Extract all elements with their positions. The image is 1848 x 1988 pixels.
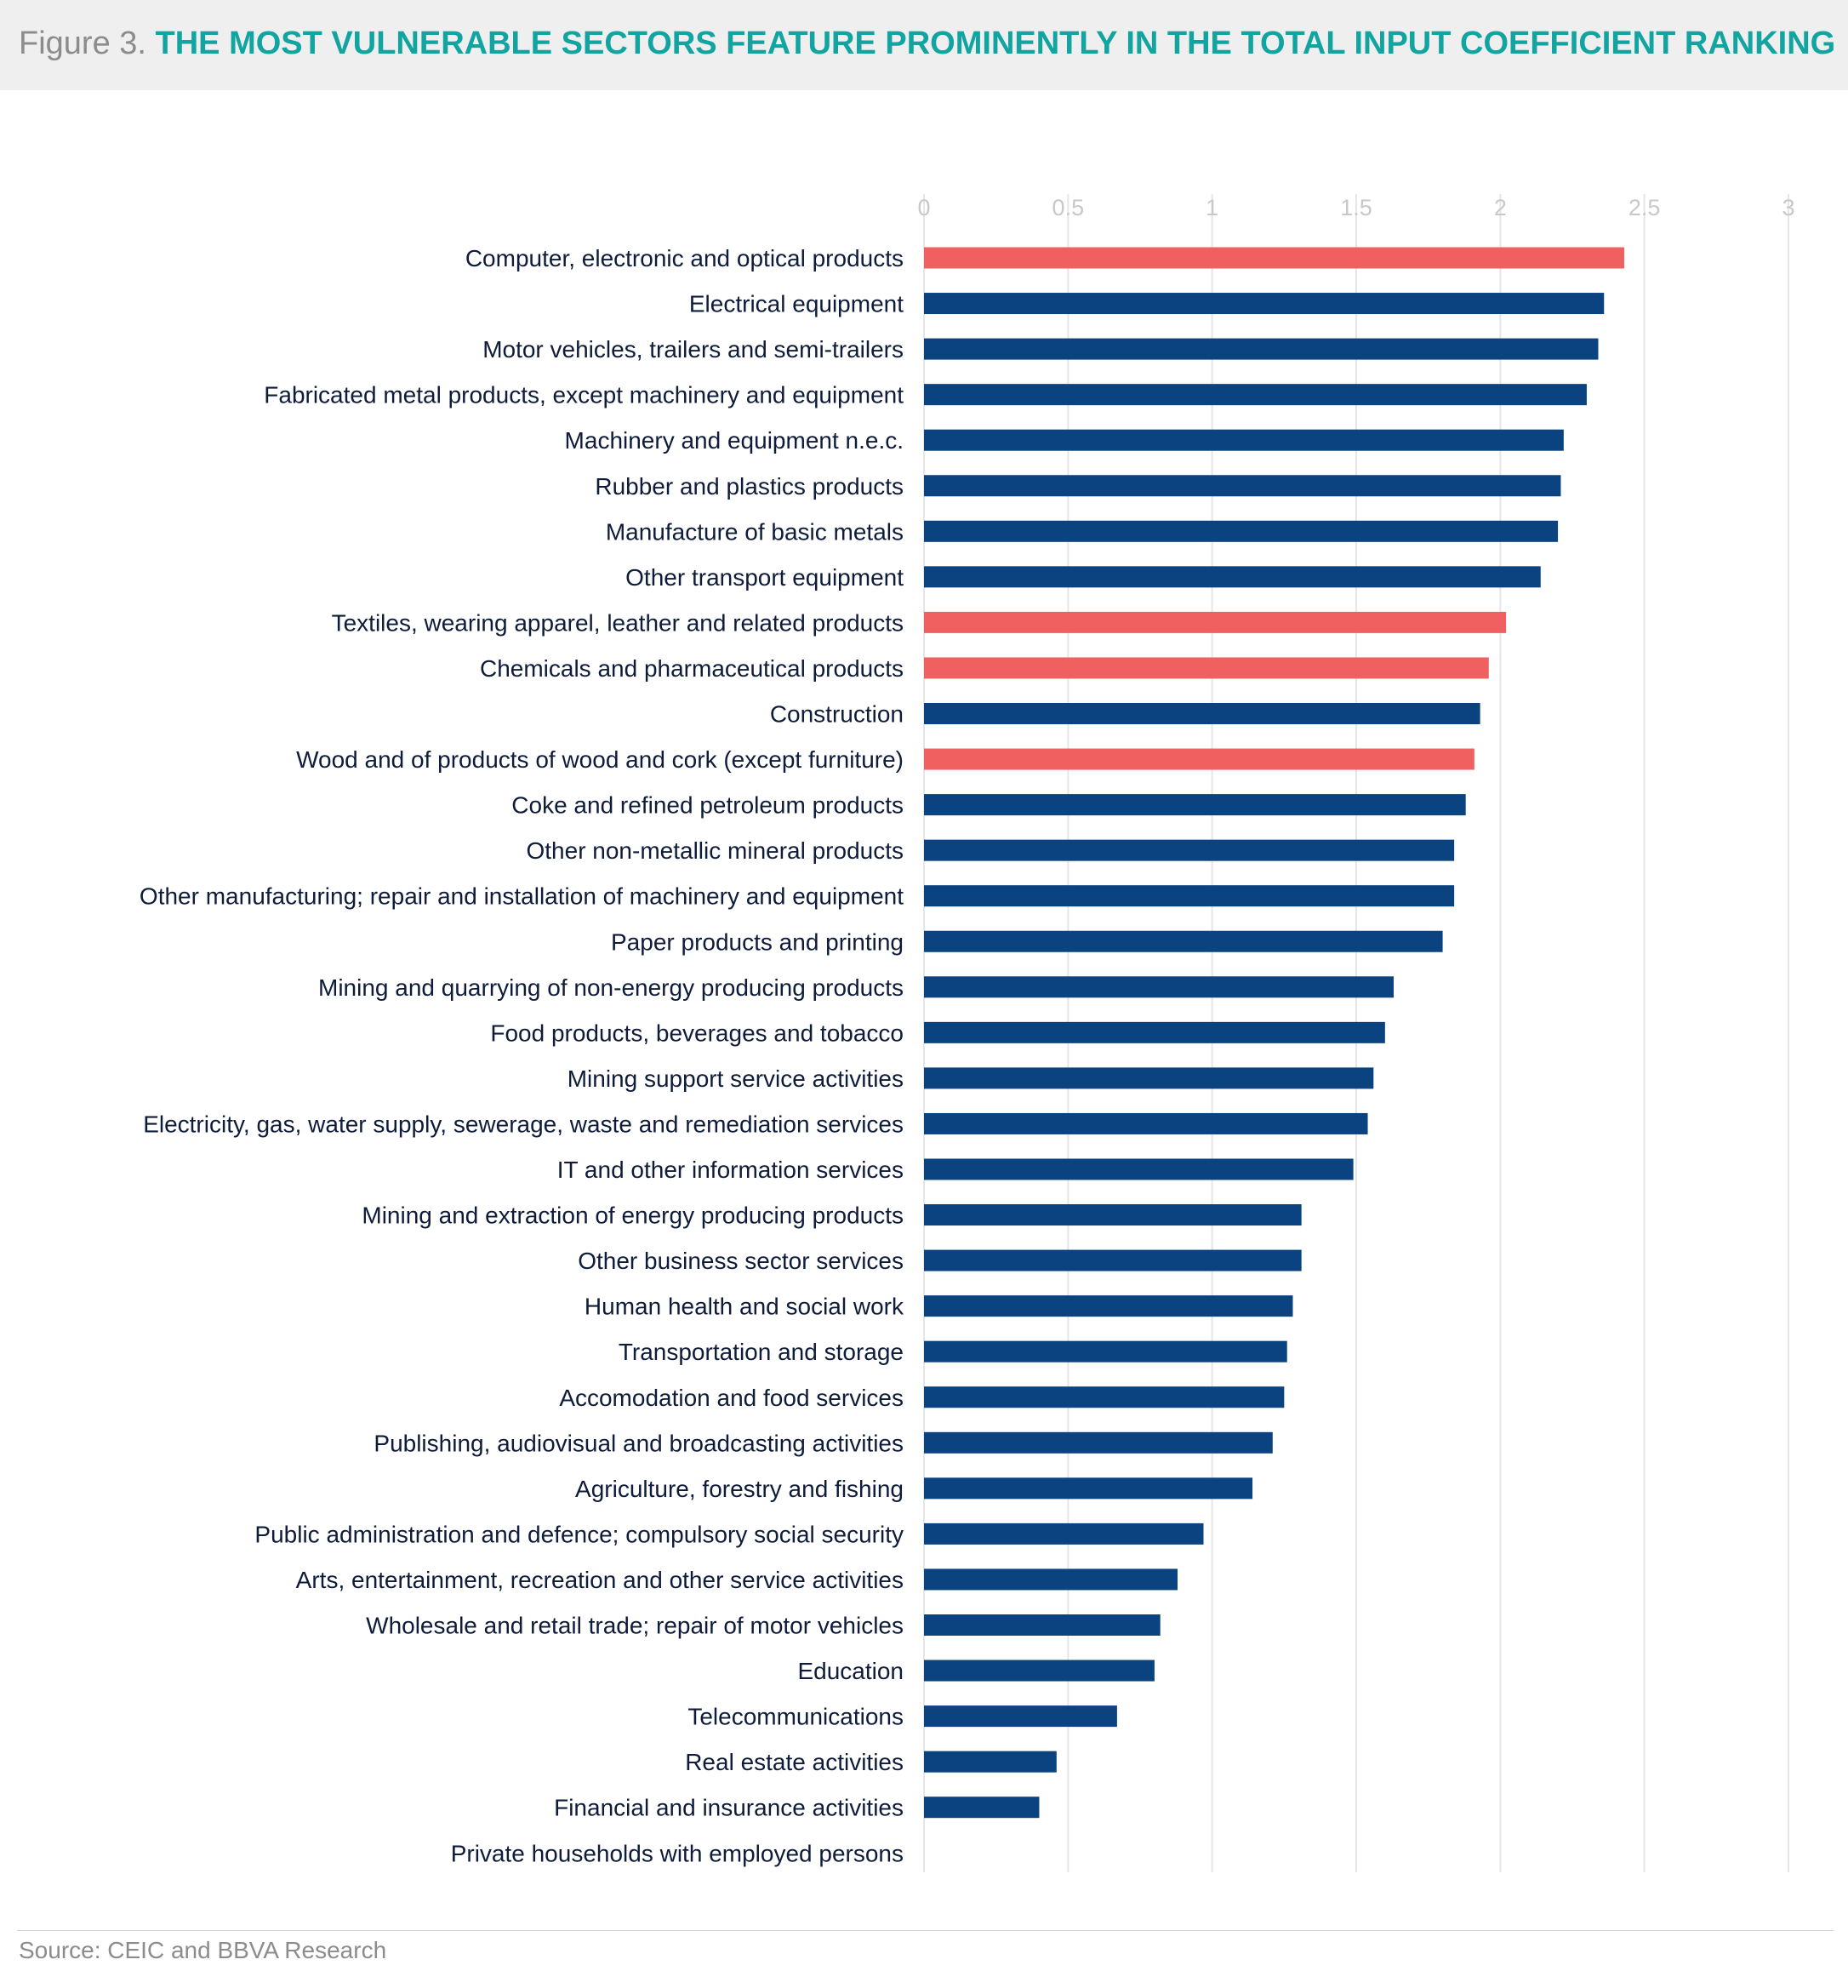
bar	[924, 475, 1561, 497]
category-label: Wood and of products of wood and cork (e…	[296, 746, 904, 773]
category-label: Motor vehicles, trailers and semi-traile…	[482, 336, 904, 363]
category-label: Agriculture, forestry and fishing	[575, 1476, 904, 1502]
category-label: Textiles, wearing apparel, leather and r…	[332, 609, 904, 636]
category-label: IT and other information services	[557, 1157, 904, 1183]
category-label: Other transport equipment	[625, 564, 904, 591]
x-tick-label: 1	[1206, 195, 1218, 220]
bar	[924, 703, 1480, 724]
bar	[924, 1751, 1057, 1773]
category-label: Chemicals and pharmaceutical products	[480, 655, 904, 682]
bar	[924, 1660, 1155, 1682]
bar	[924, 520, 1559, 542]
category-label: Publishing, audiovisual and broadcasting…	[374, 1430, 904, 1456]
bar	[924, 1204, 1302, 1226]
bar	[924, 1386, 1285, 1408]
category-label: Other non-metallic mineral products	[526, 837, 904, 864]
x-tick-label: 2	[1494, 195, 1507, 220]
category-label: Mining and quarrying of non-energy produ…	[318, 974, 904, 1001]
bar	[924, 1340, 1287, 1362]
category-label: Electrical equipment	[689, 291, 904, 317]
figure-heading: THE MOST VULNERABLE SECTORS FEATURE PROM…	[155, 26, 1836, 61]
bar	[924, 1021, 1385, 1043]
bar	[924, 1431, 1273, 1454]
bar	[924, 247, 1624, 269]
category-label: Electricity, gas, water supply, sewerage…	[143, 1111, 904, 1137]
category-label: Food products, beverages and tobacco	[490, 1020, 904, 1046]
bar	[924, 1568, 1178, 1591]
x-tick-label: 2.5	[1628, 195, 1661, 220]
bar	[924, 657, 1489, 679]
category-label: Manufacture of basic metals	[606, 518, 904, 545]
bar	[924, 1797, 1040, 1819]
bar	[924, 338, 1599, 360]
category-label: Coke and refined petroleum products	[511, 792, 904, 819]
category-label: Financial and insurance activities	[554, 1795, 904, 1821]
bar	[924, 1067, 1374, 1089]
category-label: Transportation and storage	[619, 1339, 904, 1365]
category-label: Real estate activities	[685, 1749, 904, 1775]
bar	[924, 566, 1541, 588]
category-label: Arts, entertainment, recreation and othe…	[296, 1567, 904, 1593]
bar	[924, 384, 1587, 406]
bar	[924, 1295, 1293, 1317]
bar	[924, 1522, 1204, 1545]
x-tick-label: 0	[917, 195, 930, 220]
x-tick-label: 0.5	[1052, 195, 1085, 220]
category-label: Construction	[770, 701, 904, 728]
x-tick-label: 3	[1782, 195, 1794, 220]
source-divider	[17, 1930, 1834, 1931]
category-label: Human health and social work	[585, 1294, 904, 1320]
bar	[924, 429, 1564, 451]
category-label: Machinery and equipment n.e.c.	[565, 427, 904, 454]
figure-title: Figure 3. THE MOST VULNERABLE SECTORS FE…	[19, 26, 1835, 62]
source-note: Source: CEIC and BBVA Research	[19, 1937, 387, 1963]
category-label: Public administration and defence; compu…	[254, 1521, 904, 1547]
bar	[924, 885, 1455, 907]
category-label: Fabricated metal products, except machin…	[264, 382, 904, 408]
category-label: Paper products and printing	[611, 928, 904, 955]
category-label: Wholesale and retail trade; repair of mo…	[366, 1613, 904, 1639]
category-label: Rubber and plastics products	[595, 473, 904, 500]
category-label: Mining and extraction of energy producin…	[362, 1203, 904, 1229]
bar	[924, 794, 1466, 816]
bar	[924, 1477, 1253, 1500]
bar	[924, 930, 1443, 952]
bar	[924, 1614, 1161, 1636]
category-label: Mining support service activities	[568, 1065, 904, 1092]
figure-label: Figure 3.	[19, 26, 146, 61]
category-label: Private households with employed persons	[451, 1840, 904, 1866]
bar-chart: 0 0.5 1 1.5 2 2.5 3 Computer, electronic and op…	[140, 194, 1795, 1872]
bar	[924, 1158, 1354, 1180]
category-label: Other business sector services	[578, 1248, 904, 1274]
bar	[924, 1112, 1368, 1134]
category-label: Accomodation and food services	[559, 1385, 904, 1411]
bar	[924, 839, 1455, 861]
bar	[924, 1705, 1117, 1728]
category-label: Telecommunications	[687, 1704, 904, 1730]
category-label: Education	[797, 1658, 904, 1684]
bar	[924, 611, 1507, 633]
category-label: Computer, electronic and optical product…	[465, 245, 904, 271]
bar	[924, 293, 1605, 315]
bar	[924, 1249, 1302, 1271]
bar	[924, 748, 1474, 770]
x-tick-label: 1.5	[1340, 195, 1372, 220]
figure-header: Figure 3. THE MOST VULNERABLE SECTORS FE…	[0, 0, 1848, 90]
category-label: Other manufacturing; repair and installa…	[140, 883, 904, 910]
bar	[924, 976, 1395, 998]
